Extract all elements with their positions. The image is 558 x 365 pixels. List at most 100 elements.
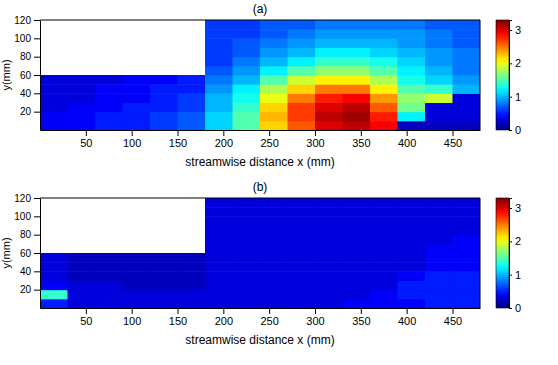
y-tick-label: 100 — [14, 211, 31, 222]
heat-cell — [40, 262, 68, 272]
heat-cell — [123, 271, 151, 281]
heat-cell — [398, 262, 426, 272]
heat-cell — [95, 112, 123, 122]
y-tick-label: 20 — [20, 106, 32, 117]
y-axis-title: y(mm) — [0, 59, 12, 90]
heat-cell — [205, 207, 233, 217]
heat-cell — [288, 262, 316, 272]
x-tick-label: 200 — [215, 137, 233, 149]
heat-cell — [398, 271, 426, 281]
heat-cell — [425, 253, 453, 263]
panel: (b)50100150200250300350400450streamwise … — [0, 180, 521, 347]
y-tick-mark — [34, 57, 40, 58]
heat-cell — [260, 235, 288, 245]
heat-cell — [260, 75, 288, 85]
heat-cell — [453, 290, 481, 300]
heat-cell — [370, 299, 398, 308]
heat-cell — [315, 93, 343, 103]
heat-cell — [233, 38, 261, 48]
y-tick: 100 — [14, 211, 40, 222]
heat-cell — [343, 66, 371, 76]
heat-cell — [288, 48, 316, 58]
heat-cell — [260, 198, 288, 208]
heat-cell — [123, 281, 151, 291]
heat-cell — [453, 207, 481, 217]
y-tick-label: 40 — [20, 88, 32, 99]
heat-cell — [453, 29, 481, 39]
heat-cell — [398, 281, 426, 291]
y-tick-mark — [34, 38, 40, 39]
heat-cell — [178, 93, 206, 103]
heat-cell — [260, 262, 288, 272]
heat-cell — [398, 66, 426, 76]
heat-cell — [398, 38, 426, 48]
x-tick: 250 — [260, 130, 278, 149]
x-axis-title: streamwise distance x (mm) — [185, 155, 334, 169]
x-tick-mark — [315, 308, 316, 314]
heat-cell — [123, 93, 151, 103]
y-tick-mark — [34, 271, 40, 272]
heat-cell — [150, 290, 178, 300]
heat-cell — [40, 290, 68, 300]
heat-cell — [233, 103, 261, 113]
heat-cell — [260, 84, 288, 94]
cells — [40, 20, 480, 130]
x-tick-mark — [178, 308, 179, 314]
heat-cell — [315, 121, 343, 130]
colorbar-tick-mark — [509, 130, 512, 131]
heat-cell — [40, 112, 68, 122]
y-tick-mark — [34, 198, 40, 199]
heat-cell — [205, 299, 233, 308]
heat-cell — [425, 290, 453, 300]
heat-cell — [233, 299, 261, 308]
heat-cell — [233, 281, 261, 291]
y-tick-mark — [34, 20, 40, 21]
heat-cell — [315, 48, 343, 58]
heat-cell — [150, 103, 178, 113]
x-tick: 200 — [215, 308, 233, 327]
x-tick-mark — [178, 130, 179, 136]
plot-frame — [40, 20, 480, 130]
heat-cell — [260, 48, 288, 58]
heat-cell — [343, 244, 371, 254]
heat-cell — [233, 216, 261, 226]
heat-cell — [343, 290, 371, 300]
x-tick-mark — [86, 308, 87, 314]
x-tick: 300 — [306, 308, 324, 327]
heat-cell — [205, 262, 233, 272]
heat-cell — [95, 75, 123, 85]
heat-cell — [343, 93, 371, 103]
heat-cell — [315, 84, 343, 94]
heat-cell — [425, 281, 453, 291]
y-tick: 60 — [20, 248, 40, 259]
x-tick-mark — [453, 130, 454, 136]
panel-title: (a) — [253, 2, 268, 16]
heat-cell — [68, 75, 96, 85]
heat-cell — [453, 75, 481, 85]
x-tick: 150 — [169, 130, 187, 149]
x-tick-label: 150 — [169, 137, 187, 149]
heat-cell — [233, 198, 261, 208]
heat-cell — [343, 38, 371, 48]
heat-cell — [233, 29, 261, 39]
y-tick: 60 — [20, 70, 40, 81]
x-tick-mark — [269, 130, 270, 136]
x-tick-label: 100 — [123, 315, 141, 327]
heat-cell — [205, 84, 233, 94]
heat-cell — [453, 235, 481, 245]
heat-cell — [370, 48, 398, 58]
heat-cell — [425, 75, 453, 85]
heat-cell — [288, 84, 316, 94]
x-tick-label: 250 — [260, 137, 278, 149]
heat-cell — [260, 271, 288, 281]
x-tick-label: 50 — [80, 315, 92, 327]
x-tick: 50 — [80, 308, 92, 327]
heat-cell — [123, 299, 151, 308]
heat-cell — [40, 299, 68, 308]
x-tick: 400 — [398, 308, 416, 327]
x-tick-mark — [132, 308, 133, 314]
x-tick: 100 — [123, 130, 141, 149]
heat-cell — [315, 198, 343, 208]
heat-cell — [398, 226, 426, 236]
heat-cell — [68, 84, 96, 94]
